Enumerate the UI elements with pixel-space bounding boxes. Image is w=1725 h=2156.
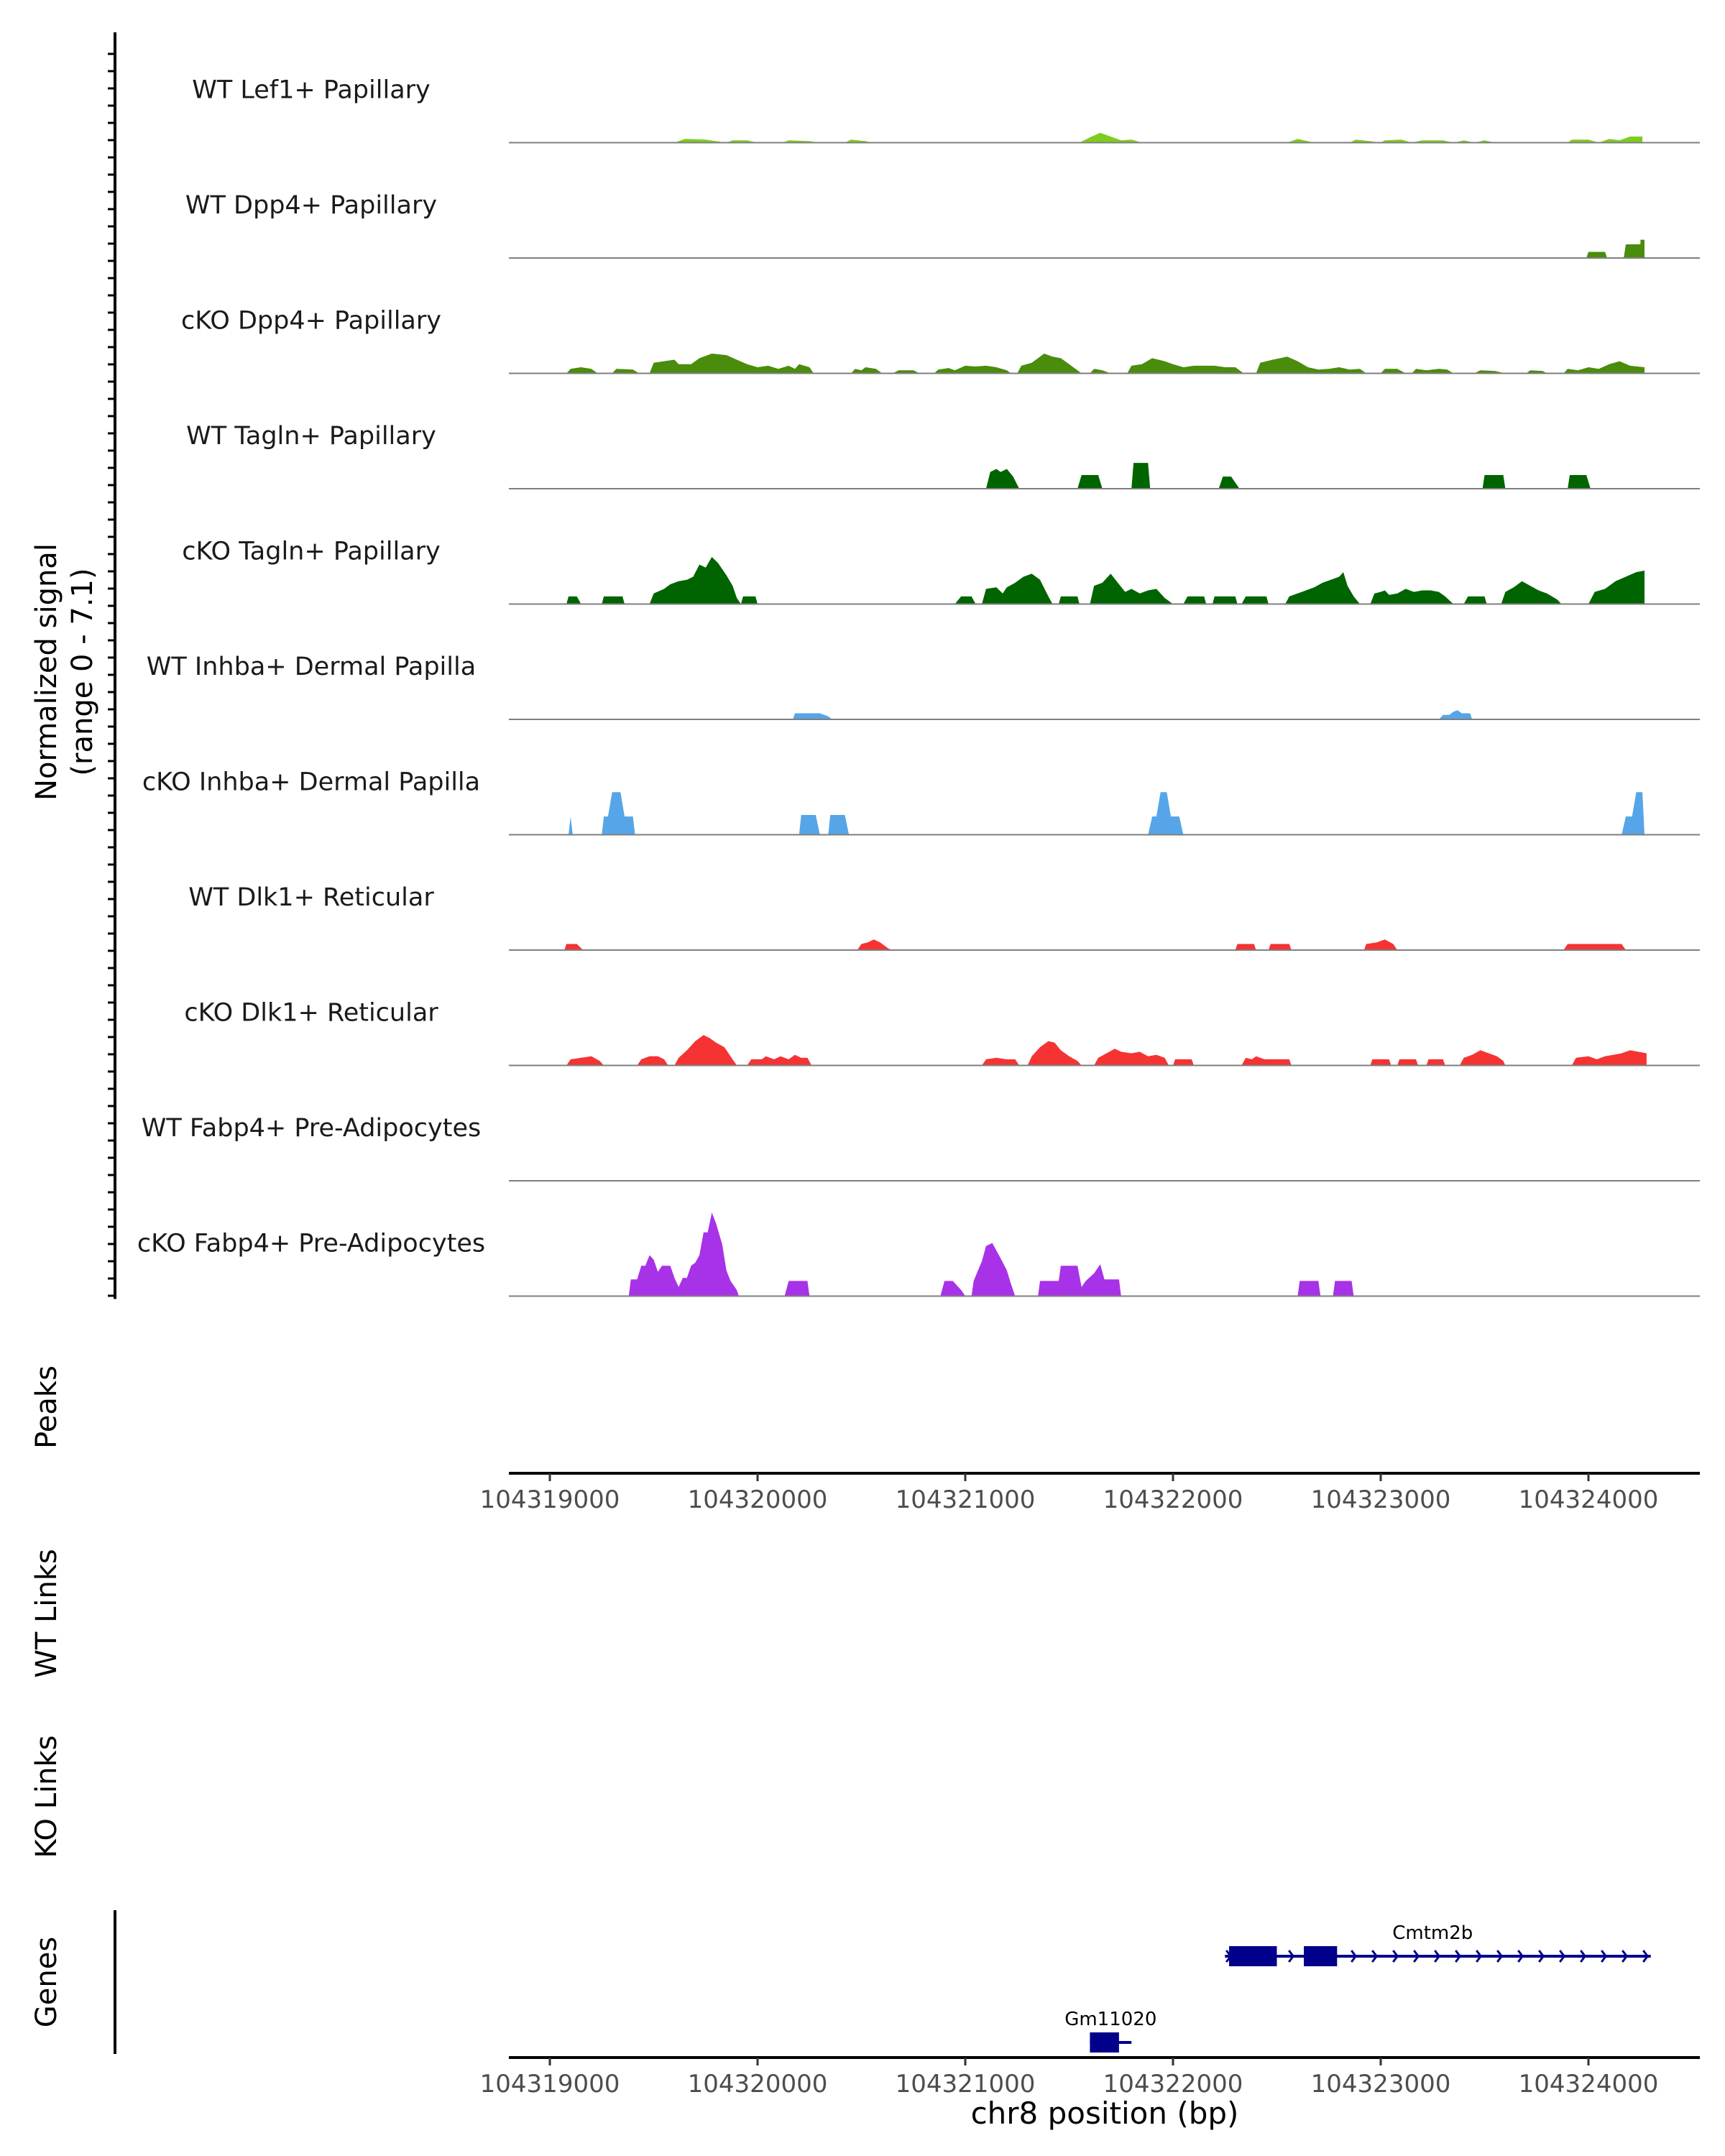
strand-arrow-icon [1455,1950,1462,1963]
x-axis-peaks: 104319000 104320000 104321000 104322000 1043… [480,1472,1700,1514]
track-label-cko-dlk1-reticular: cKO Dlk1+ Reticular [184,999,438,1028]
strand-arrow-icon [1559,1950,1566,1963]
strand-arrow-icon [1371,1950,1379,1963]
strand-arrow-icon [1351,1950,1358,1963]
gene-exon-cmtm2b [1229,1946,1277,1966]
gene-label-gm11020: Gm11020 [1064,2009,1156,2030]
x-axis-label: chr8 position (bp) [971,2096,1239,2131]
x-axis-genes-tick-label: 104319000 [480,2070,620,2099]
x-axis-genes-tick-label: 104320000 [688,2070,828,2099]
track-signal-wt-dlk1-reticular [564,939,1627,950]
track-label-wt-lef1-papillary: WT Lef1+ Papillary [192,76,431,105]
strand-arrow-icon [1090,2036,1098,2049]
track-signal-cko-inhba-dermal-papilla [569,792,1644,835]
x-axis-genes: 104319000 104320000 104321000 104322000 1043… [480,2056,1700,2099]
y-axis-label-line2: (range 0 - 7.1) [66,568,99,775]
x-axis-genes-tick-label: 104322000 [1103,2070,1243,2099]
strand-arrow-icon [1622,1950,1629,1963]
track-label-cko-inhba-dermal-papilla: cKO Inhba+ Dermal Papilla [142,768,480,797]
strand-arrow-icon [1601,1950,1608,1963]
gene-label-cmtm2b: Cmtm2b [1392,1922,1473,1944]
track-label-cko-fabp4-pre-adipocytes: cKO Fabp4+ Pre-Adipocytes [137,1230,485,1258]
x-axis-genes-tick-label: 104323000 [1311,2070,1451,2099]
strand-arrow-icon [1517,1950,1524,1963]
peaks-label: Peaks [30,1365,63,1449]
x-axis-genes-tick-label: 104324000 [1519,2070,1659,2099]
wt-links-label: WT Links [30,1549,63,1677]
gene-exon-cmtm2b [1304,1946,1338,1966]
track-signal-cko-dlk1-reticular [566,1035,1647,1066]
track-baselines [509,142,1700,1297]
x-axis-genes-tick-label: 104321000 [896,2070,1036,2099]
track-label-wt-fabp4-pre-adipocytes: WT Fabp4+ Pre-Adipocytes [142,1114,481,1143]
track-label-cko-tagln-papillary: cKO Tagln+ Papillary [182,538,441,566]
strand-arrow-icon [1309,1950,1316,1963]
x-axis-peaks-tick-label: 104319000 [480,1485,620,1514]
gene-annotations: Cmtm2b Gm11020 [1064,1922,1651,2053]
strand-arrow-icon [1496,1950,1504,1963]
ko-links-label: KO Links [30,1736,63,1858]
strand-arrow-icon [1225,1950,1233,1963]
track-signal-wt-tagln-papillary [985,463,1591,489]
strand-arrow-icon [1413,1950,1420,1963]
track-signal-cko-fabp4-pre-adipocytes [628,1212,1354,1296]
strand-arrow-icon [1642,1950,1650,1963]
genes-label: Genes [30,1937,63,2027]
track-label-wt-dpp4-papillary: WT Dpp4+ Papillary [185,191,437,220]
track-areas [564,132,1647,1296]
strand-arrow-icon [1580,1950,1587,1963]
strand-arrow-icon [1434,1950,1441,1963]
strand-arrow-icon [1267,1950,1274,1963]
x-axis-peaks-tick-label: 104321000 [896,1485,1036,1514]
track-signal-wt-dpp4-papillary [1586,239,1644,258]
track-label-cko-dpp4-papillary: cKO Dpp4+ Papillary [181,307,441,336]
x-axis-peaks-tick-label: 104323000 [1311,1485,1451,1514]
x-axis-peaks-tick-label: 104320000 [688,1485,828,1514]
gene-exon-gm11020 [1090,2032,1119,2053]
x-axis-peaks-tick-label: 104322000 [1103,1485,1243,1514]
track-signal-wt-inhba-dermal-papilla [793,710,1473,719]
track-label-wt-inhba-dermal-papilla: WT Inhba+ Dermal Papilla [147,653,476,681]
track-labels: WT Lef1+ Papillary WT Dpp4+ Papillary cKO … [137,76,485,1258]
strand-arrow-icon [1288,1950,1295,1963]
x-axis-peaks-tick-label: 104324000 [1519,1485,1659,1514]
track-label-wt-tagln-papillary: WT Tagln+ Papillary [186,422,436,451]
y-axis-label-line1: Normalized signal [30,543,63,801]
track-label-wt-dlk1-reticular: WT Dlk1+ Reticular [188,883,434,912]
strand-arrow-icon [1392,1950,1399,1963]
track-signal-wt-lef1-papillary [674,132,1643,143]
strand-arrow-icon [1476,1950,1483,1963]
strand-arrow-icon [1111,2036,1118,2049]
track-signal-cko-dpp4-papillary [566,354,1644,374]
track-signal-cko-tagln-papillary [566,557,1644,604]
y-axis [108,32,116,1299]
strand-arrow-icon [1538,1950,1545,1963]
strand-arrow-icon [1330,1950,1337,1963]
strand-arrow-icon [1246,1950,1254,1963]
